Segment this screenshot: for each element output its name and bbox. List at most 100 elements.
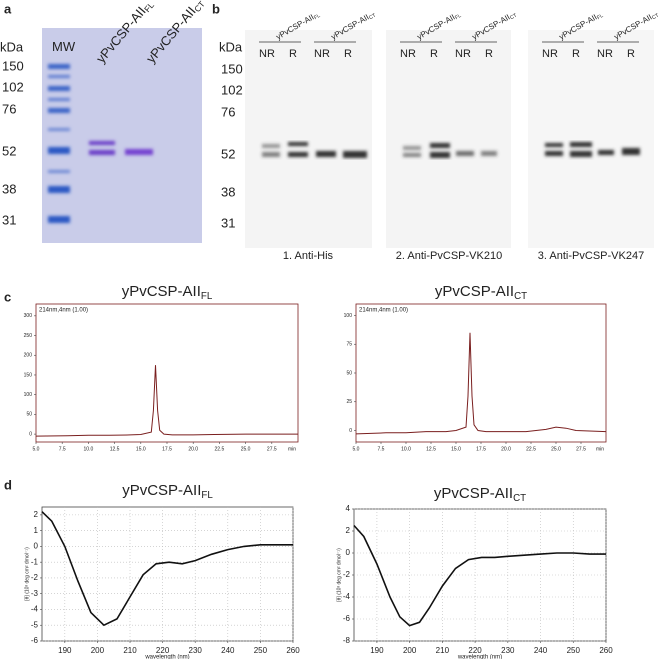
blot-caption: 2. Anti-PvCSP-VK210 [396,250,502,262]
text-sub: FL [201,489,213,500]
x-tick-label: 25.0 [241,446,251,452]
y-tick-label: -5 [31,620,39,629]
x-unit: min [288,446,296,452]
x-tick-label: 190 [58,646,72,655]
y-tick-label: 25 [346,399,352,405]
marker-label: 150 [2,58,24,73]
text-sub: FL [313,13,321,21]
x-tick-label: 10.0 [84,446,94,452]
y-tick-label: 50 [26,412,32,418]
y-tick-label: -2 [31,573,39,582]
y-tick-label: 250 [24,333,33,339]
marker-label: 102 [2,79,24,94]
text-sub: FL [454,13,462,21]
lane-label: R [572,48,580,60]
panel-letter: d [4,477,12,492]
x-tick-label: 5.0 [353,446,360,452]
y-tick-label: -4 [343,592,351,601]
x-tick-label: 12.5 [426,446,436,452]
blot-bands [262,142,640,158]
x-tick-label: 20.0 [188,446,198,452]
x-tick-label: 5.0 [33,446,40,452]
text-sub: FL [596,13,604,21]
plot-frame [41,506,294,642]
x-tick-label: 220 [156,646,170,655]
marker-label: 76 [2,101,16,116]
unit-label: kDa [0,39,24,54]
chart-title: yPvCSP-AIICT [435,283,527,301]
x-tick-label: 17.5 [476,446,486,452]
lane-label: NR [259,48,275,60]
marker-label: 31 [221,215,235,230]
marker-label: 52 [221,146,235,161]
y-tick-label: -4 [31,605,39,614]
y-tick-label: 300 [24,313,33,319]
text-main: MW [52,39,76,54]
x-tick-label: 20.0 [501,446,511,452]
panel-letter: b [212,1,220,16]
x-tick-label: 230 [501,646,515,655]
gel [42,28,202,243]
text-sub: CT [368,12,378,21]
marker-label: 102 [221,82,243,97]
x-tick-label: 17.5 [162,446,172,452]
chart-title: yPvCSP-AIICT [434,485,526,503]
x-tick-label: 10.0 [401,446,411,452]
y-tick-label: -1 [31,557,39,566]
x-tick-label: 7.5 [378,446,385,452]
y-tick-label: 4 [346,504,351,513]
chart-title: yPvCSP-AIIFL [122,283,213,301]
x-tick-label: 220 [468,646,482,655]
x-tick-label: 200 [403,646,417,655]
text-sub: FL [201,290,213,301]
y-tick-label: 2 [346,526,351,535]
y-tick-label: -8 [343,636,351,645]
blot [528,30,654,248]
blot-caption: 3. Anti-PvCSP-VK247 [538,250,644,262]
y-tick-label: 2 [34,510,39,519]
marker-label: 150 [221,61,243,76]
x-tick-label: 7.5 [59,446,66,452]
x-unit: min [596,446,604,452]
y-tick-label: 50 [346,370,352,376]
lane-label: R [627,48,635,60]
x-axis-label: wavelength (nm) [144,655,189,659]
x-tick-label: 210 [436,646,450,655]
blot [245,30,372,248]
plot-frame [35,303,299,443]
panel-letter: c [4,289,11,304]
text-sub: CT [513,492,526,503]
marker-label: 38 [221,184,235,199]
y-axis-label: [θ] (10³ deg cm² dmol⁻¹) [24,547,30,601]
x-tick-label: 260 [286,646,300,655]
marker-label: 38 [2,181,16,196]
lane-label: NR [455,48,471,60]
x-tick-label: 27.5 [267,446,277,452]
y-tick-label: 75 [346,342,352,348]
text-sub: CT [509,12,519,21]
y-tick-label: 0 [346,548,351,557]
x-tick-label: 190 [370,646,384,655]
y-tick-label: 100 [24,392,33,398]
annotation: 214nm,4nm (1.00) [39,308,88,314]
x-tick-label: 240 [534,646,548,655]
y-tick-label: 100 [344,313,353,319]
marker-label: 76 [221,104,235,119]
gel-bands [48,64,153,223]
text-main: yPvCSP-AII [122,482,201,499]
unit-label: kDa [219,39,243,54]
lane-label: MW [52,39,76,54]
lane-label: NR [314,48,330,60]
marker-label: 31 [2,212,16,227]
data-line [355,332,607,435]
text-sub: CT [651,12,660,21]
y-tick-label: 1 [34,526,39,535]
x-axis-label: wavelength (nm) [457,655,502,659]
marker-label: 52 [2,143,16,158]
y-tick-label: -3 [31,589,39,598]
lane-label: R [430,48,438,60]
y-tick-label: 0 [34,542,39,551]
x-tick-label: 22.5 [526,446,536,452]
lane-label: NR [597,48,613,60]
